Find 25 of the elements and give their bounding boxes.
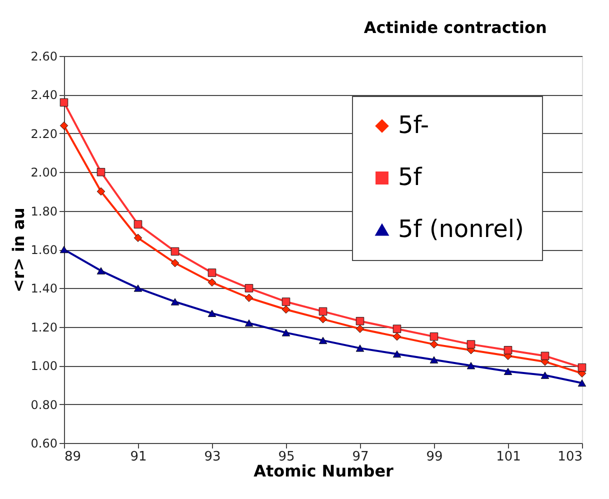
- x-tick-label: 91: [130, 450, 147, 464]
- y-tick-label: 1.20: [30, 320, 58, 334]
- y-tick-label: 1.80: [30, 204, 58, 218]
- x-tick-label: 93: [204, 450, 221, 464]
- y-tick-label: 1.40: [30, 282, 58, 296]
- y-axis-title: <r> in au: [8, 208, 28, 292]
- y-tick-label: 2.60: [30, 50, 58, 64]
- x-tick-label: 95: [278, 450, 295, 464]
- x-tick-label: 101: [496, 450, 521, 464]
- x-tick-label: 97: [352, 450, 369, 464]
- y-tick-label: 2.00: [30, 166, 58, 180]
- legend-label: 5f (nonrel): [398, 215, 524, 243]
- y-tick-label: 1.00: [30, 359, 58, 374]
- y-tick-label: 1.60: [30, 243, 58, 257]
- chart-title: Actinide contraction: [364, 18, 547, 37]
- x-tick-label: 103: [558, 450, 582, 464]
- legend-label: 5f: [398, 163, 422, 191]
- x-tick-label: 89: [64, 450, 82, 464]
- legend-label: 5f-: [398, 111, 430, 139]
- y-tick-label: 0.60: [30, 436, 58, 450]
- y-tick-label: 2.40: [30, 88, 58, 102]
- x-tick-label: 99: [426, 450, 443, 464]
- y-tick-label: 2.20: [30, 126, 58, 141]
- y-tick-label: 0.80: [30, 398, 58, 412]
- x-axis-title: Atomic Number: [254, 462, 394, 480]
